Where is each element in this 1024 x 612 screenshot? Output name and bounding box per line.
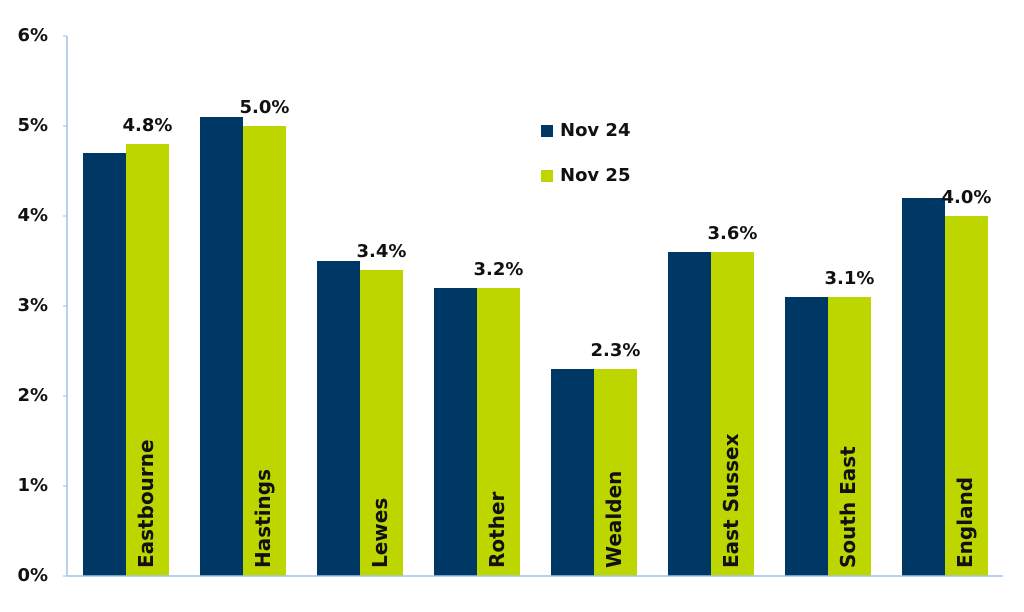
bar: [477, 288, 520, 576]
y-tick-label: 3%: [17, 295, 48, 316]
category-label: Wealden: [602, 471, 626, 568]
bar: [828, 297, 871, 576]
bar: [711, 252, 754, 576]
value-label: 4.0%: [942, 187, 992, 208]
legend-label: Nov 25: [560, 165, 630, 186]
value-label: 5.0%: [240, 97, 290, 118]
bar: [785, 297, 828, 576]
bar: [200, 117, 243, 576]
value-label: 3.2%: [474, 259, 524, 280]
category-label: Rother: [485, 491, 509, 568]
y-tick-label: 4%: [17, 205, 48, 226]
value-label: 3.6%: [708, 223, 758, 244]
category-label: Hastings: [251, 469, 275, 568]
category-label: England: [953, 477, 977, 568]
category-label: East Sussex: [719, 433, 743, 568]
y-tick-label: 0%: [17, 565, 48, 586]
value-label: 3.1%: [825, 268, 875, 289]
bar: [317, 261, 360, 576]
category-label: Lewes: [368, 498, 392, 568]
y-tick-label: 6%: [17, 25, 48, 46]
value-label: 4.8%: [123, 115, 173, 136]
bar: [594, 369, 637, 576]
bar: [551, 369, 594, 576]
bar: [668, 252, 711, 576]
legend-label: Nov 24: [560, 120, 630, 141]
y-tick-label: 1%: [17, 475, 48, 496]
y-tick-label: 5%: [17, 115, 48, 136]
value-label: 3.4%: [357, 241, 407, 262]
bar: [83, 153, 126, 576]
bar: [243, 126, 286, 576]
value-label: 2.3%: [591, 340, 641, 361]
legend-swatch: [541, 125, 553, 137]
bar: [126, 144, 169, 576]
category-label: Eastbourne: [134, 439, 158, 568]
bar: [360, 270, 403, 576]
y-tick-label: 2%: [17, 385, 48, 406]
bar: [902, 198, 945, 576]
bar: [434, 288, 477, 576]
legend-swatch: [541, 170, 553, 182]
bar: [945, 216, 988, 576]
category-label: South East: [836, 446, 860, 568]
